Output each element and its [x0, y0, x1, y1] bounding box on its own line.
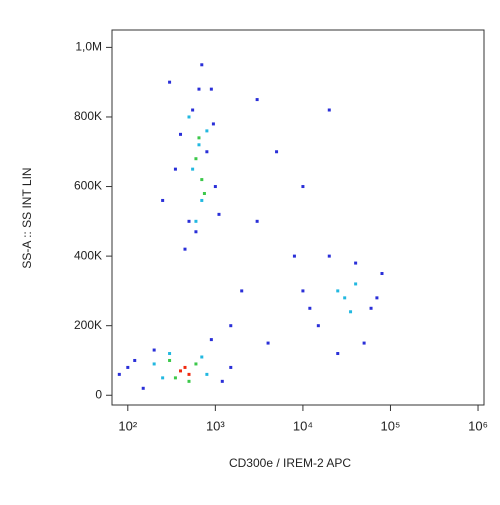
dot	[117, 372, 121, 376]
dot	[194, 219, 198, 223]
dot	[301, 289, 305, 293]
dot	[327, 108, 331, 112]
dot	[327, 254, 331, 258]
dot	[179, 369, 183, 373]
dot	[191, 108, 195, 112]
dot	[275, 150, 279, 154]
dot	[161, 376, 165, 380]
y-tick-label: 600K	[74, 179, 102, 193]
dot	[336, 289, 340, 293]
y-tick-label: 0	[95, 387, 102, 401]
dot	[194, 230, 198, 234]
dot	[152, 362, 156, 366]
dot	[205, 372, 209, 376]
dot	[152, 348, 156, 352]
dot	[191, 167, 195, 171]
plot-frame	[111, 29, 485, 406]
dot	[141, 386, 145, 390]
dot	[161, 198, 165, 202]
dot	[133, 358, 137, 362]
dot	[187, 219, 191, 223]
dot	[173, 167, 177, 171]
x-tick-label: 10³	[206, 418, 225, 433]
dot	[194, 362, 198, 366]
y-tick-label: 400K	[74, 248, 102, 262]
dot	[202, 191, 206, 195]
dot	[168, 358, 172, 362]
dot	[354, 261, 358, 265]
dot	[220, 379, 224, 383]
dot	[126, 365, 130, 369]
dot	[217, 212, 221, 216]
dot	[229, 365, 233, 369]
dot	[336, 352, 340, 356]
dot	[362, 341, 366, 345]
dot	[308, 306, 312, 310]
dot	[168, 80, 172, 84]
dot	[187, 372, 191, 376]
dot	[197, 136, 201, 140]
y-axis-label: SS-A :: SS INT LIN	[20, 167, 34, 268]
dot	[200, 198, 204, 202]
dot	[255, 219, 259, 223]
x-tick-label: 10⁶	[468, 418, 488, 433]
x-tick-label: 10⁵	[381, 418, 401, 433]
dot	[354, 282, 358, 286]
dot	[301, 185, 305, 189]
dot	[213, 185, 217, 189]
dot	[369, 306, 373, 310]
dot	[375, 296, 379, 300]
dot	[179, 132, 183, 136]
dot	[343, 296, 347, 300]
dot	[209, 338, 213, 342]
dot	[200, 63, 204, 67]
dot	[266, 341, 270, 345]
dot	[229, 324, 233, 328]
dot	[205, 150, 209, 154]
dot	[292, 254, 296, 258]
y-tick-label: 200K	[74, 318, 102, 332]
dot	[194, 157, 198, 161]
dot	[349, 310, 353, 314]
dot	[168, 352, 172, 356]
dot	[197, 143, 201, 147]
x-axis-label: CD300e / IREM-2 APC	[229, 456, 351, 470]
dot	[183, 247, 187, 251]
dot	[173, 376, 177, 380]
dot	[187, 115, 191, 119]
dot	[205, 129, 209, 133]
dot	[200, 355, 204, 359]
dot	[200, 178, 204, 182]
dot	[316, 324, 320, 328]
dot	[380, 272, 384, 276]
dot	[255, 98, 259, 102]
y-tick-label: 800K	[74, 109, 102, 123]
dot	[197, 87, 201, 91]
x-tick-label: 10²	[118, 418, 137, 433]
dot	[209, 87, 213, 91]
dot	[183, 365, 187, 369]
dot	[240, 289, 244, 293]
dot	[211, 122, 215, 126]
y-tick-label: 1,0M	[75, 40, 102, 54]
x-tick-label: 10⁴	[293, 418, 313, 433]
dot	[187, 379, 191, 383]
